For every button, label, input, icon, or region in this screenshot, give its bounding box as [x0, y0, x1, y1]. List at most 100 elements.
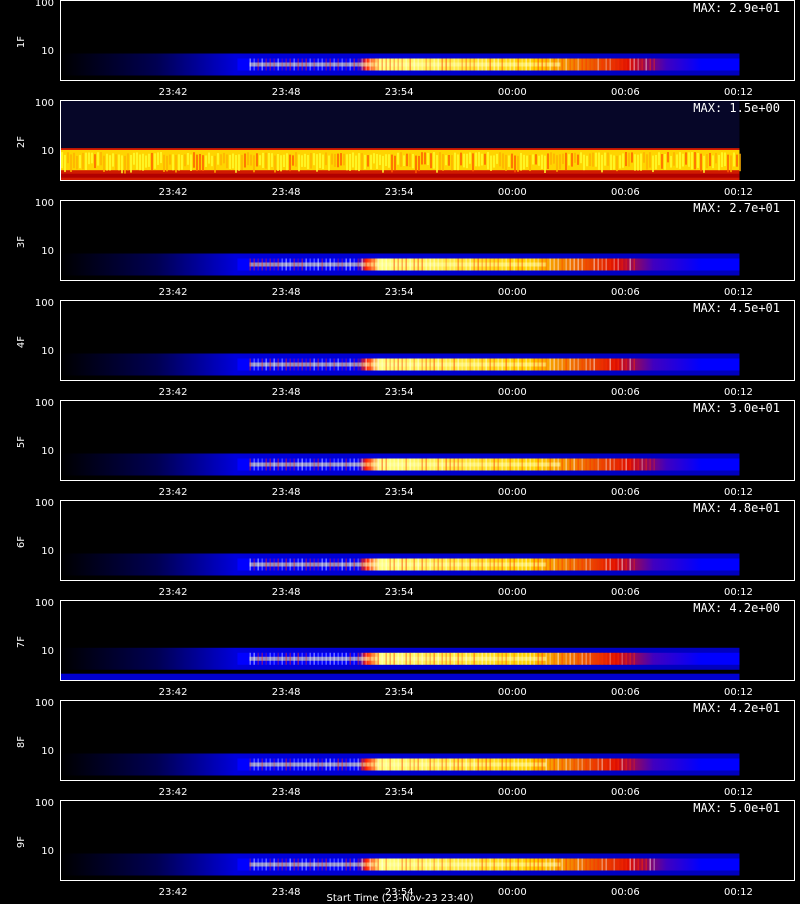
signal-streak: [317, 652, 319, 665]
signal-streak: [501, 758, 503, 771]
signal-streak: [533, 558, 535, 571]
signal-streak: [473, 652, 475, 665]
signal-streak: [293, 558, 295, 571]
signal-streak: [268, 152, 270, 170]
signal-streak: [490, 155, 492, 171]
signal-streak: [649, 152, 651, 168]
signal-streak: [401, 558, 403, 571]
signal-streak: [172, 154, 174, 171]
signal-streak: [601, 652, 603, 665]
signal-streak: [645, 858, 647, 871]
signal-streak: [517, 858, 519, 871]
signal-streak: [461, 652, 463, 665]
signal-streak: [601, 458, 603, 471]
signal-streak: [413, 652, 415, 665]
signal-streak: [597, 858, 599, 871]
signal-streak: [413, 58, 415, 71]
signal-streak: [493, 858, 495, 871]
signal-streak: [621, 758, 623, 771]
x-tick-label: 23:54: [384, 487, 414, 498]
signal-streak: [249, 258, 251, 271]
signal-streak: [397, 358, 399, 371]
signal-streak: [285, 458, 287, 471]
plot-area: [60, 600, 795, 681]
signal-streak: [297, 758, 299, 771]
signal-streak: [573, 558, 575, 571]
signal-streak: [525, 652, 527, 665]
signal-streak: [617, 758, 619, 771]
signal-streak: [541, 758, 543, 771]
signal-streak: [433, 858, 435, 871]
signal-streak: [301, 858, 303, 871]
max-value-label: MAX: 4.8e+01: [693, 501, 780, 515]
signal-streak: [465, 358, 467, 371]
signal-streak: [597, 758, 599, 771]
signal-streak: [417, 458, 419, 471]
signal-streak: [405, 58, 407, 71]
signal-streak: [321, 258, 323, 271]
signal-streak: [469, 358, 471, 371]
signal-streak: [529, 258, 531, 271]
signal-streak: [730, 155, 732, 173]
signal-streak: [184, 154, 186, 167]
signal-streak: [421, 758, 423, 771]
signal-streak: [529, 458, 531, 471]
signal-streak: [625, 358, 627, 371]
signal-streak: [633, 458, 635, 471]
signal-streak: [565, 458, 567, 471]
signal-streak: [349, 358, 351, 371]
signal-streak: [481, 758, 483, 771]
signal-streak: [397, 758, 399, 771]
signal-streak: [466, 153, 468, 169]
signal-streak: [601, 858, 603, 871]
plot-area: [60, 700, 795, 781]
signal-streak: [226, 154, 228, 169]
signal-streak: [449, 652, 451, 665]
signal-streak: [537, 558, 539, 571]
spectrogram-image: [61, 101, 741, 180]
signal-streak: [389, 558, 391, 571]
signal-streak: [269, 858, 271, 871]
signal-streak: [597, 558, 599, 571]
signal-streak: [281, 458, 283, 471]
signal-streak: [505, 858, 507, 871]
signal-streak: [457, 858, 459, 871]
signal-streak: [316, 154, 318, 172]
x-tick-label: 00:06: [610, 287, 640, 298]
signal-streak: [293, 758, 295, 771]
signal-streak: [601, 758, 603, 771]
signal-streak: [577, 758, 579, 771]
signal-streak: [369, 758, 371, 771]
signal-streak: [313, 858, 315, 871]
signal-streak: [457, 458, 459, 471]
x-tick-label: 00:06: [610, 687, 640, 698]
signal-streak: [451, 155, 453, 171]
y-tick-label: 10: [41, 146, 54, 158]
y-tick-label: 10: [41, 346, 54, 358]
signal-streak: [465, 258, 467, 271]
x-tick-label: 00:12: [724, 387, 753, 398]
signal-streak: [249, 458, 251, 471]
signal-streak: [285, 258, 287, 271]
signal-streak: [427, 152, 429, 166]
signal-streak: [361, 652, 363, 665]
signal-streak: [487, 152, 489, 170]
signal-streak: [448, 154, 450, 166]
signal-streak: [521, 258, 523, 271]
signal-streak: [613, 358, 615, 371]
spectrogram-panel: 1F 100 10 MAX: 2.9e+01 23:42 23:48 23:54 00:00 0…: [0, 0, 800, 100]
x-tick-label: 23:54: [384, 587, 414, 598]
y-tick-label: 100: [34, 298, 54, 309]
signal-streak: [389, 358, 391, 371]
signal-streak: [301, 652, 303, 665]
signal-streak: [641, 858, 643, 871]
signal-streak: [525, 858, 527, 871]
x-tick-label: 23:42: [158, 387, 188, 398]
y-tick-label: 100: [34, 598, 54, 609]
signal-streak: [625, 558, 627, 571]
signal-streak: [724, 152, 726, 167]
signal-streak: [513, 258, 515, 271]
signal-streak: [481, 858, 483, 871]
signal-streak: [537, 58, 539, 71]
signal-streak: [609, 652, 611, 665]
